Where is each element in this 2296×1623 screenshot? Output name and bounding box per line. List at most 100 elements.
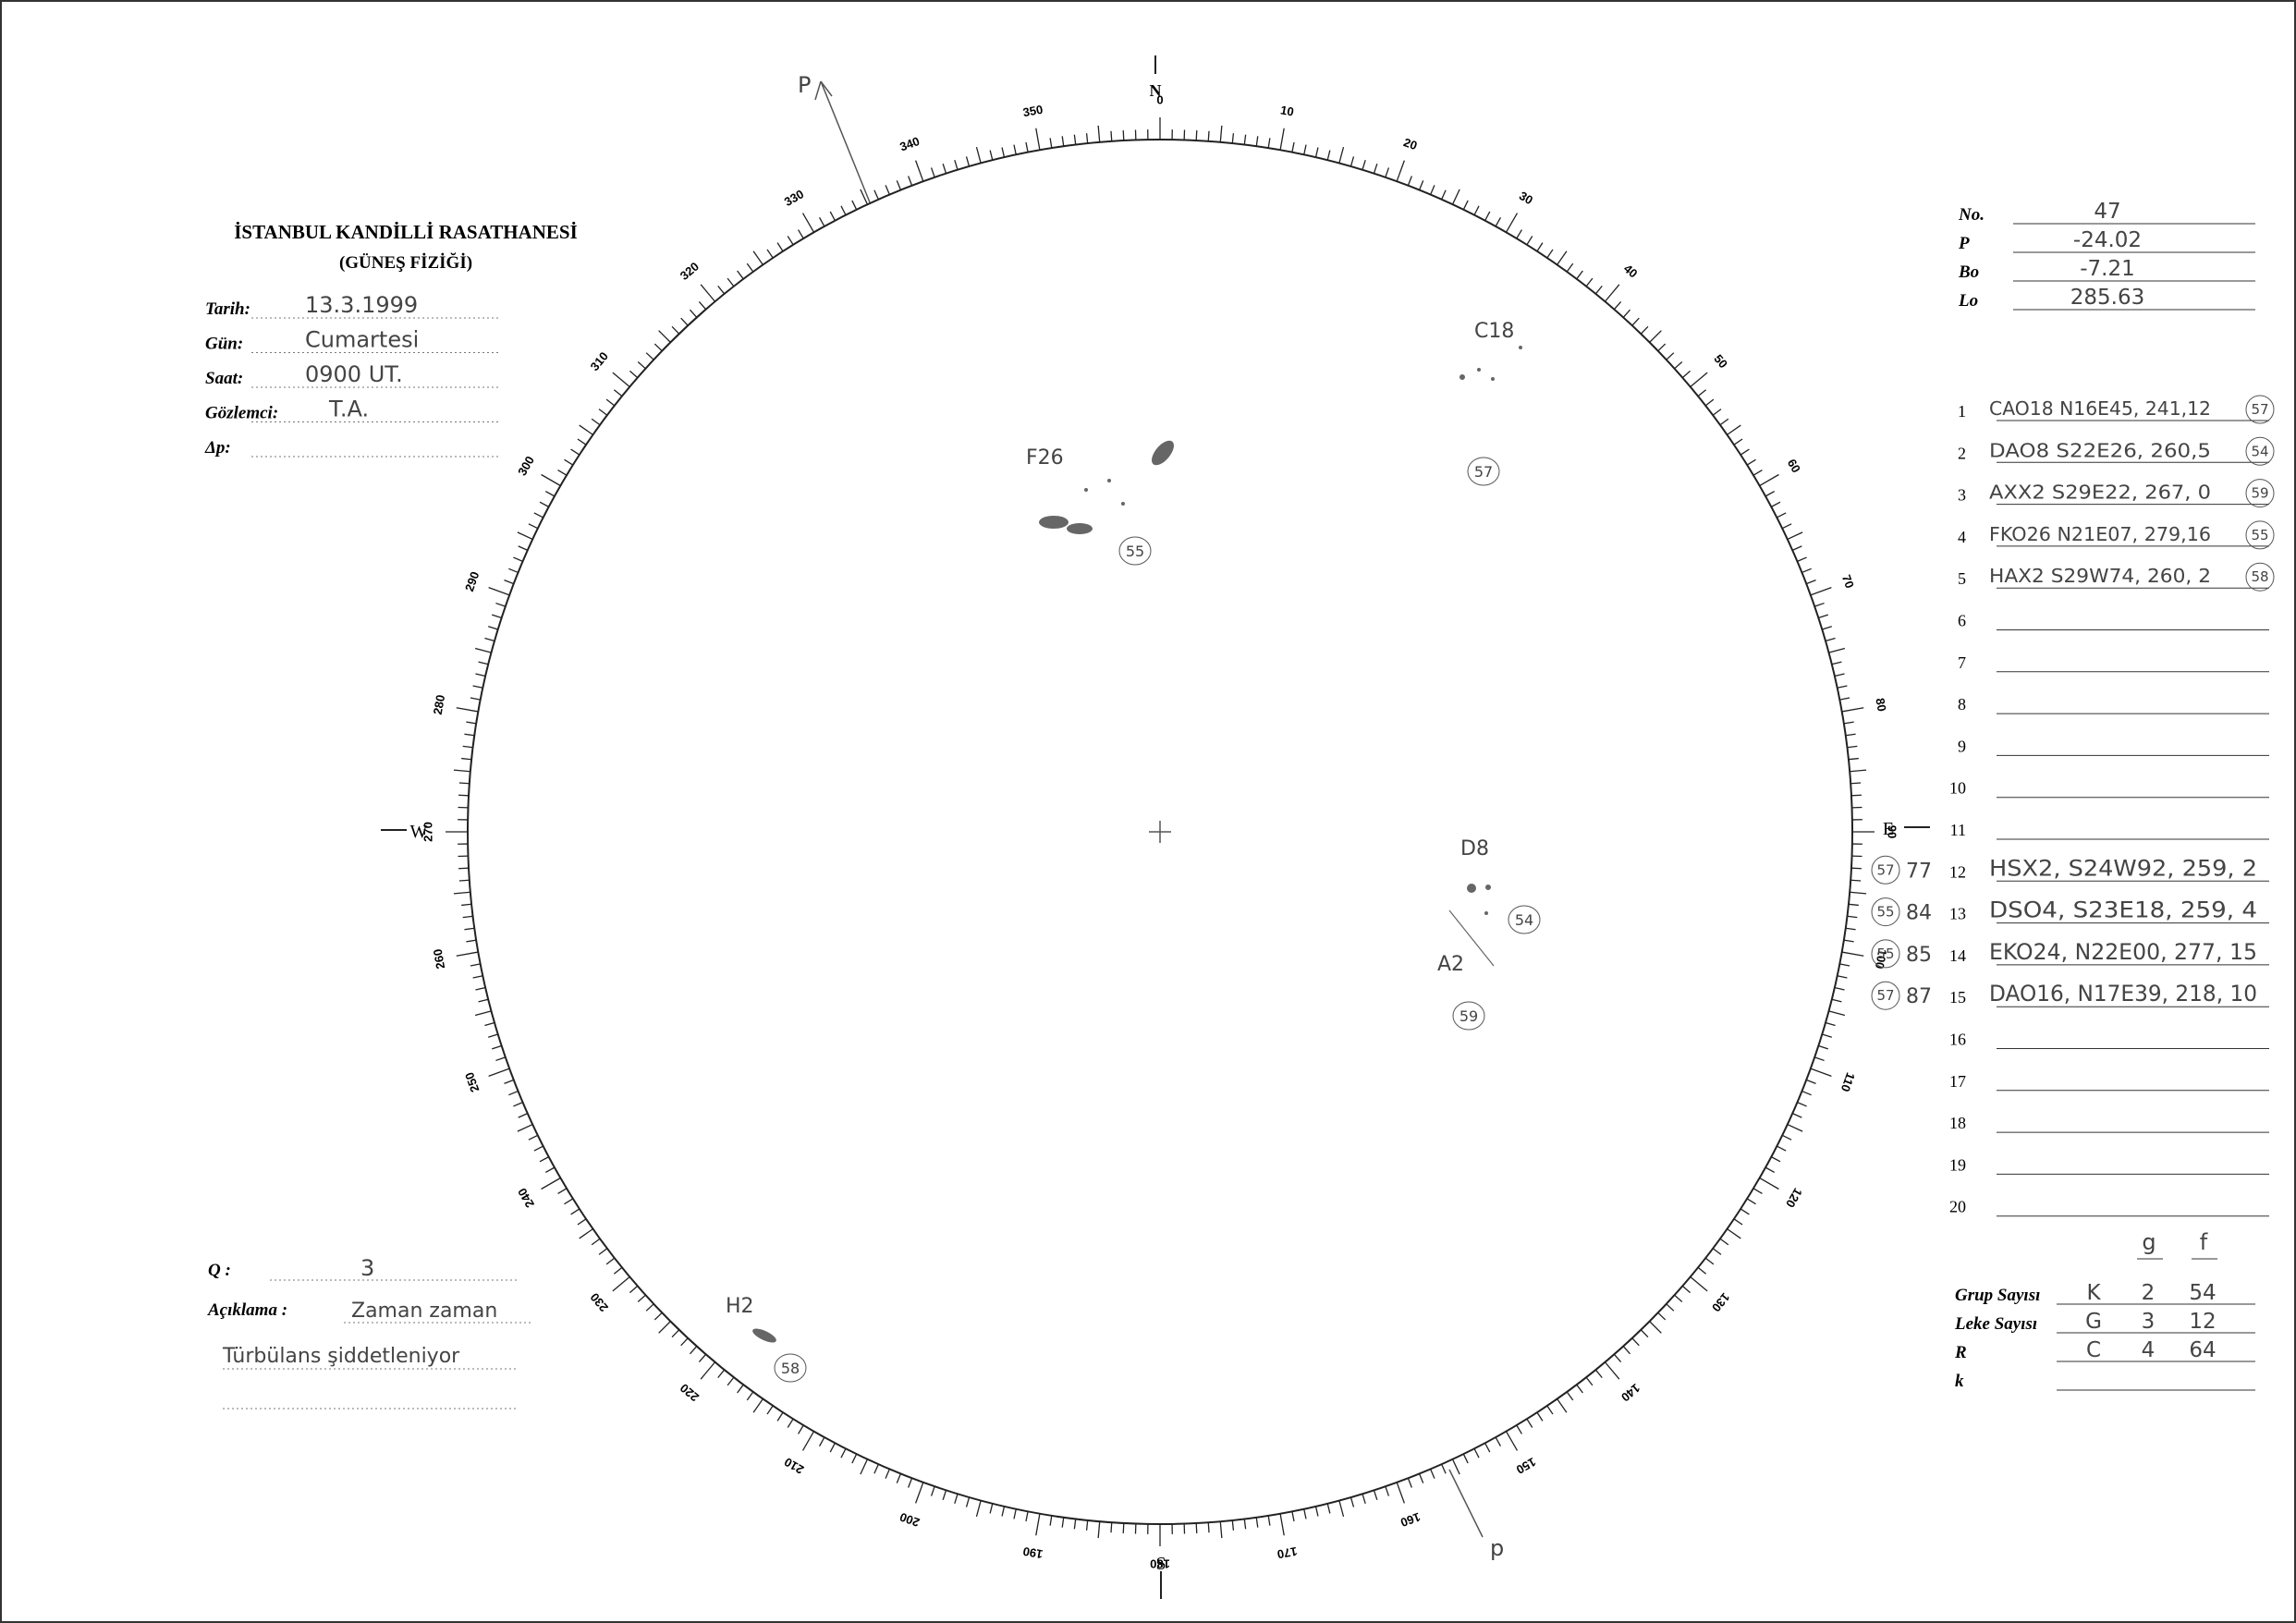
dial-tick [1279,1513,1285,1536]
dial-tick [1801,567,1812,574]
dial-tick [458,794,470,797]
note-mark: 55 [1876,946,1894,962]
dial-tick [680,1337,689,1347]
dial-tick [860,1458,869,1475]
parameter-label: Lo [1958,291,1978,311]
dial-tick [1243,134,1247,145]
dial-tick [495,602,507,607]
dial-tick [1674,1294,1683,1303]
dial-tick [491,614,502,619]
count-value: 3 [2142,1310,2156,1334]
count-label: R [1954,1343,1967,1362]
dial-tick [1837,975,1848,979]
dial-tick [1806,580,1816,585]
dial-tick [1566,262,1574,273]
dial-tick [1576,270,1583,280]
dial-tick [700,1361,716,1380]
row-number: 20 [1949,1198,1966,1216]
dial-label: 10 [1279,103,1295,118]
remarks-line: Türbülans şiddetleniyor [222,1345,460,1368]
dial-tick [1484,1443,1491,1453]
note-value: 84 [1906,902,1932,925]
dial-tick [801,213,815,233]
dial-tick [605,1257,616,1265]
dial-tick [896,1473,902,1483]
spot [1484,911,1488,915]
dial-label: 340 [898,134,922,154]
field-label: Δp: [204,438,231,458]
group-mark: 59 [2251,485,2268,502]
dial-tick [629,370,639,379]
dial-tick [1505,213,1519,233]
dial-tick [896,180,902,190]
dial-tick [653,1312,663,1321]
group-text: EKO24, N22E00, 277, 15 [1989,939,2257,965]
dial-tick [645,352,654,360]
dial-tick [1825,637,1836,642]
center-cross [1149,821,1171,843]
dial-tick [1828,1010,1846,1017]
field-label: Saat: [205,369,243,388]
dial-tick [1825,1021,1836,1027]
parameter-label: No. [1958,205,1985,225]
dial-tick [752,1398,763,1413]
spot [1477,368,1481,372]
dial-tick [1585,277,1594,287]
dial-tick [458,782,470,785]
dial-tick [818,1436,825,1447]
dial-tick [474,647,492,653]
dial-tick [637,1294,646,1303]
dial-tick [1073,134,1077,145]
dial-tick [1303,1508,1307,1519]
dial-tick [1013,144,1017,155]
dial-tick [671,325,680,335]
dial-label: 60 [1785,457,1803,475]
dial-tick [1430,1469,1435,1479]
dial-label: 280 [431,693,448,715]
count-value: 54 [2189,1281,2216,1305]
group-text: AXX2 S29E22, 267, 0 [1989,482,2211,504]
dial-tick [613,1266,623,1275]
dial-tick [1085,1519,1089,1531]
dial-tick [1338,146,1345,164]
dial-tick [1657,343,1667,352]
dial-label: 250 [462,1070,482,1094]
spot-label: A2 [1437,953,1464,976]
dial-tick [488,587,510,596]
circle-mark [1467,457,1500,486]
dial-tick [1097,1521,1101,1539]
dial-tick [1219,125,1223,142]
parameter-label: P [1958,234,1970,253]
dial-tick [717,285,726,295]
dial-tick [484,637,495,642]
dial-tick [1407,1478,1412,1488]
dial-tick [851,200,858,211]
dial-tick [1566,1391,1574,1401]
axis-marks [381,55,1930,1599]
dial-tick [1255,1517,1259,1528]
spot-marks: 55 57 54 59 58 [774,457,1541,1383]
row-number: 17 [1949,1072,1966,1091]
dial-label: 80 [1873,697,1888,713]
dial-tick [776,242,784,252]
dial-tick [458,867,470,870]
group-text: FKO26 N21E07, 279,16 [1989,523,2211,545]
dial-tick [1418,180,1424,190]
dial-tick [1441,189,1447,201]
dial-tick [491,1044,502,1050]
dial-tick [533,1145,543,1152]
dial-tick [1753,1188,1763,1194]
dial-tick [653,343,663,352]
dial-tick [1765,1166,1776,1174]
parameters: No. 47 P -24.02 Bo -7.21 Lo 285.63 [1958,200,2255,311]
dial-tick [954,1494,959,1504]
dial-tick [1831,998,1842,1003]
dial-tick [612,1275,630,1292]
dial-tick [1850,794,1862,797]
dial-tick [698,300,707,311]
count-label: Leke Sayısı [1954,1314,2037,1334]
dial-tick [1473,1448,1480,1458]
dial-tick [1594,1369,1603,1379]
dial-tick [570,1208,580,1215]
dial-tick [689,1346,698,1355]
